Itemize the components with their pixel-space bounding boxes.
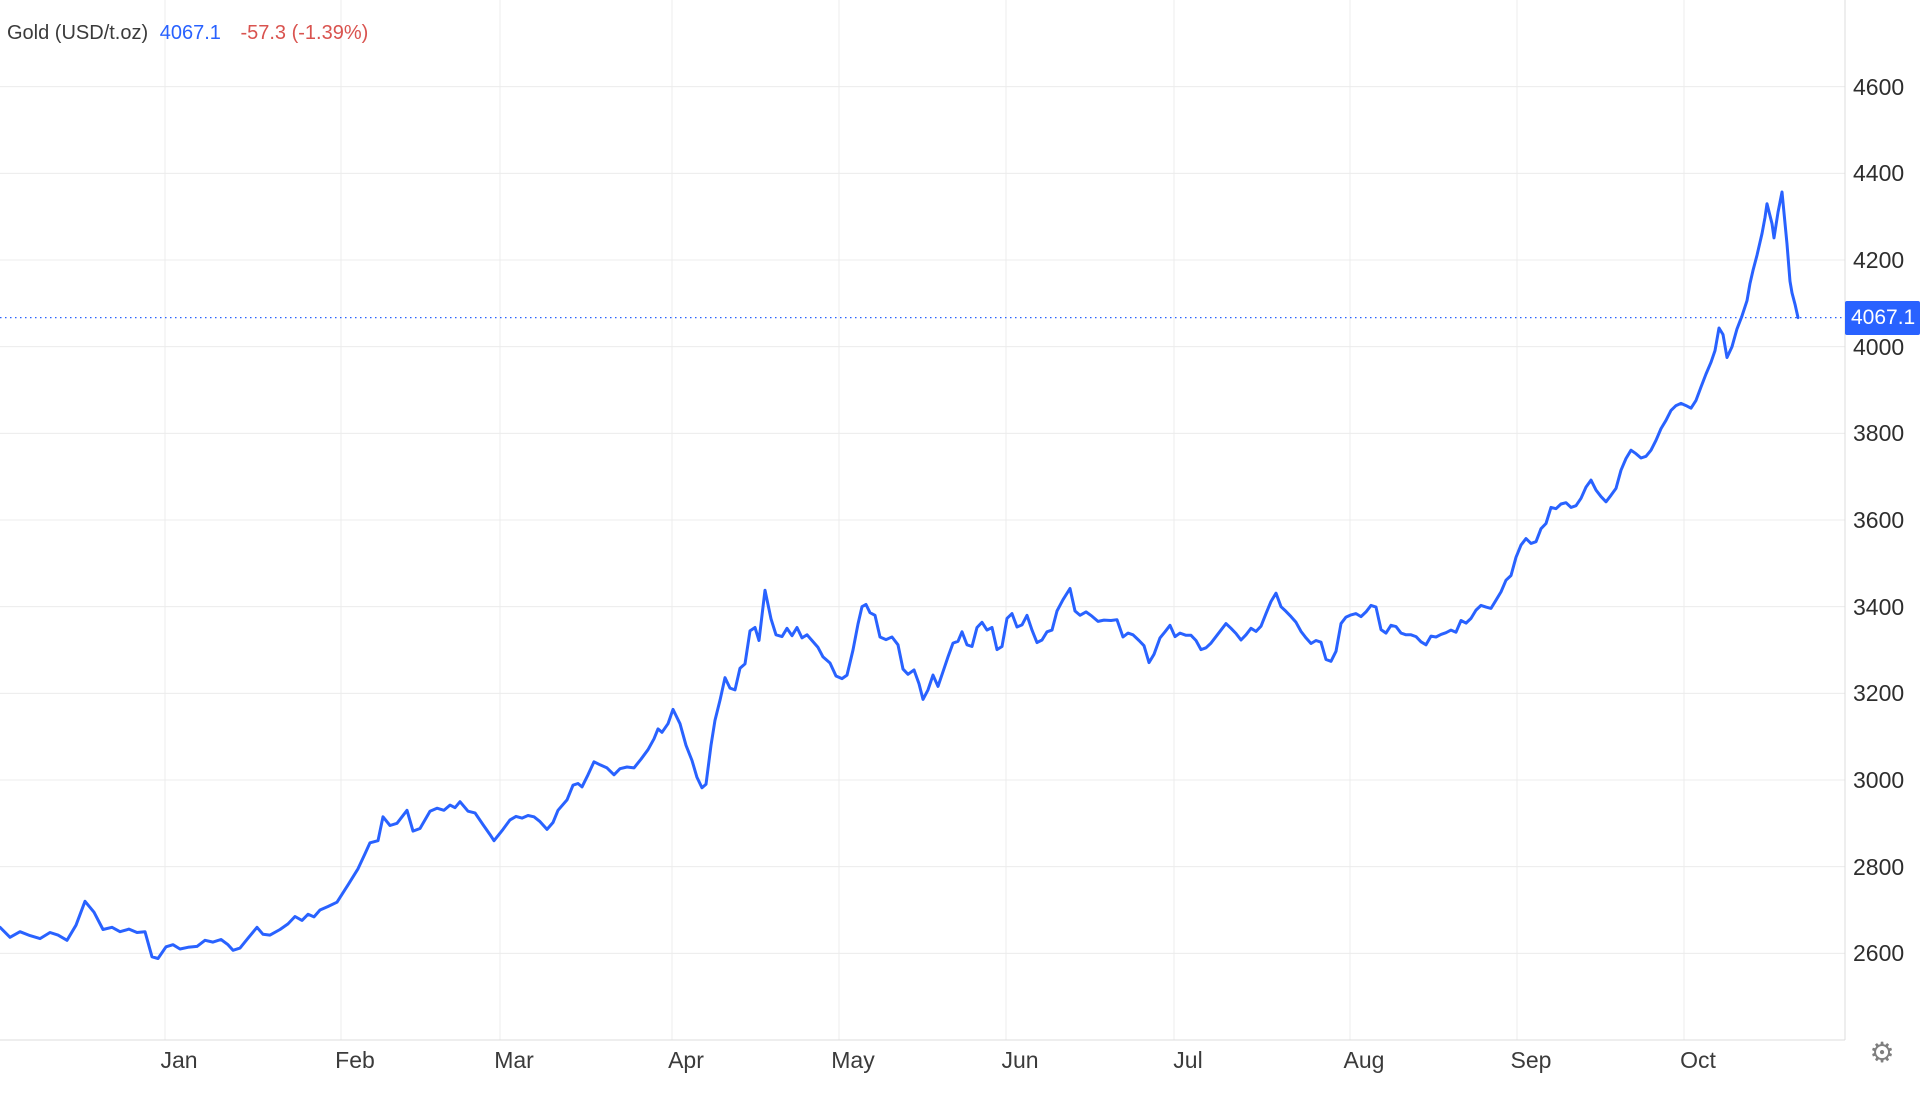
- current-price-badge: 4067.1: [1845, 300, 1920, 335]
- last-price-value: 4067.1: [159, 22, 221, 44]
- x-tick-label: Apr: [668, 1047, 704, 1073]
- x-tick-label: Mar: [494, 1047, 534, 1073]
- x-tick-label: Sep: [1510, 1047, 1552, 1073]
- y-tick-label: 3400: [1853, 593, 1905, 620]
- y-tick-label: 3000: [1853, 767, 1905, 793]
- y-tick-label: 4400: [1853, 160, 1905, 187]
- y-tick-label: 3800: [1853, 420, 1905, 447]
- settings-gear-icon[interactable]: ⚙: [1869, 1037, 1895, 1068]
- x-tick-label: Aug: [1343, 1047, 1385, 1073]
- x-tick-label: Feb: [335, 1047, 375, 1073]
- price-change-value: -57.3 (-1.39%): [240, 22, 369, 44]
- gridlines: [0, 0, 1845, 1040]
- x-tick-label: May: [831, 1047, 875, 1073]
- y-tick-label: 4600: [1853, 73, 1905, 100]
- y-tick-label: 4000: [1853, 333, 1905, 360]
- price-series-line: [0, 190, 1800, 960]
- y-tick-label: 3600: [1853, 507, 1905, 533]
- y-tick-label: 4200: [1853, 247, 1905, 273]
- instrument-name: Gold (USD/t.oz): [7, 22, 149, 44]
- y-tick-label: 3200: [1853, 680, 1905, 707]
- x-tick-label: Oct: [1680, 1047, 1716, 1073]
- axis-boundary-lines: [0, 0, 1846, 1041]
- x-tick-label: Jul: [1173, 1047, 1203, 1073]
- x-tick-label: Jan: [160, 1047, 198, 1073]
- y-tick-label: 2600: [1853, 940, 1905, 967]
- chart-header: Gold (USD/t.oz) 4067.1 -57.3 (-1.39%): [7, 20, 368, 46]
- y-tick-label: 2800: [1853, 853, 1905, 880]
- x-tick-label: Jun: [1001, 1047, 1039, 1073]
